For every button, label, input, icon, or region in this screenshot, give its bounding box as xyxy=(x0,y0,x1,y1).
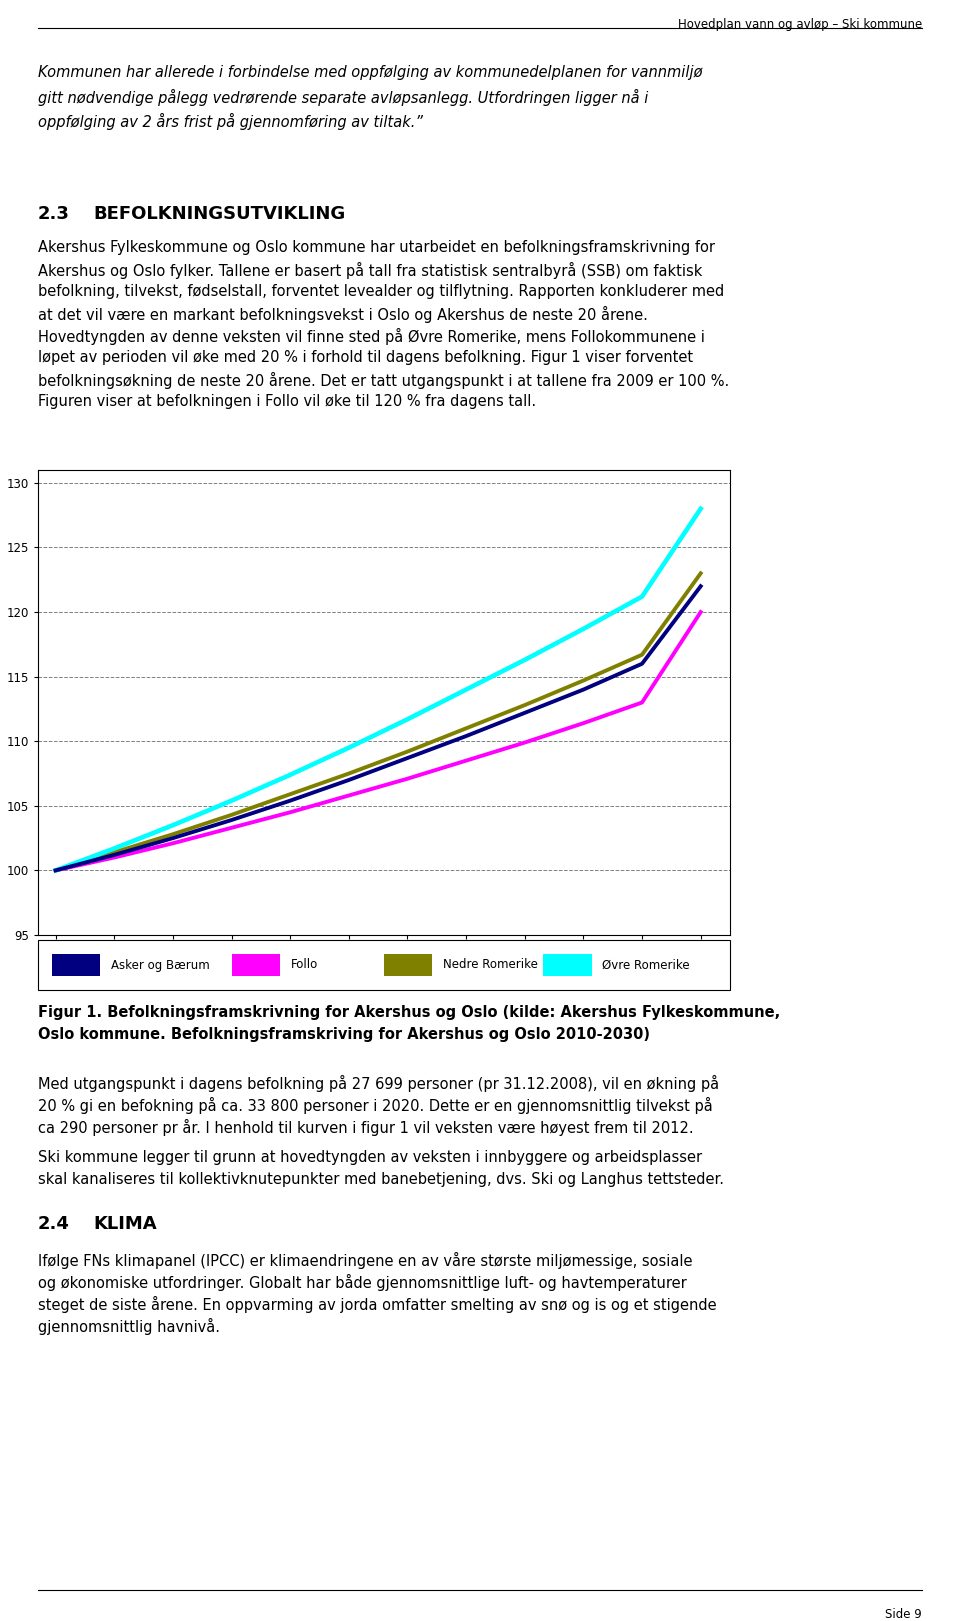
Text: Ifølge FNs klimapanel (IPCC) er klimaendringene en av våre største miljømessige,: Ifølge FNs klimapanel (IPCC) er klimaend… xyxy=(38,1251,692,1269)
Text: oppfølging av 2 års frist på gjennomføring av tiltak.”: oppfølging av 2 års frist på gjennomføri… xyxy=(38,113,423,130)
Text: Figuren viser at befolkningen i Follo vil øke til 120 % fra dagens tall.: Figuren viser at befolkningen i Follo vi… xyxy=(38,394,536,408)
Text: Akershus og Oslo fylker. Tallene er basert på tall fra statistisk sentralbyrå (S: Akershus og Oslo fylker. Tallene er base… xyxy=(38,263,703,279)
Text: 2.3: 2.3 xyxy=(38,204,70,224)
Text: Asker og Bærum: Asker og Bærum xyxy=(110,958,209,971)
Text: Akershus Fylkeskommune og Oslo kommune har utarbeidet en befolkningsframskrivnin: Akershus Fylkeskommune og Oslo kommune h… xyxy=(38,240,715,254)
Text: Hovedtyngden av denne veksten vil finne sted på Øvre Romerike, mens Follokommune: Hovedtyngden av denne veksten vil finne … xyxy=(38,327,705,345)
Text: skal kanaliseres til kollektivknutepunkter med banebetjening, dvs. Ski og Langhu: skal kanaliseres til kollektivknutepunkt… xyxy=(38,1172,724,1187)
Text: 2.4: 2.4 xyxy=(38,1216,70,1234)
Text: befolkningsøkning de neste 20 årene. Det er tatt utgangspunkt i at tallene fra 2: befolkningsøkning de neste 20 årene. Det… xyxy=(38,371,730,389)
Text: Nedre Romerike: Nedre Romerike xyxy=(443,958,538,971)
Text: Med utgangspunkt i dagens befolkning på 27 699 personer (pr 31.12.2008), vil en : Med utgangspunkt i dagens befolkning på … xyxy=(38,1075,719,1093)
Text: befolkning, tilvekst, fødselstall, forventet levealder og tilflytning. Rapporten: befolkning, tilvekst, fødselstall, forve… xyxy=(38,284,724,298)
Text: at det vil være en markant befolkningsvekst i Oslo og Akershus de neste 20 årene: at det vil være en markant befolkningsve… xyxy=(38,306,648,323)
Text: og økonomiske utfordringer. Globalt har både gjennomsnittlige luft- og havtemper: og økonomiske utfordringer. Globalt har … xyxy=(38,1274,686,1290)
Bar xyxy=(231,955,280,976)
Text: Figur 1. Befolkningsframskrivning for Akershus og Oslo (kilde: Akershus Fylkesko: Figur 1. Befolkningsframskrivning for Ak… xyxy=(38,1005,780,1020)
Bar xyxy=(52,955,100,976)
Text: Follo: Follo xyxy=(291,958,318,971)
Text: 20 % gi en befokning på ca. 33 800 personer i 2020. Dette er en gjennomsnittlig : 20 % gi en befokning på ca. 33 800 perso… xyxy=(38,1097,712,1114)
FancyBboxPatch shape xyxy=(38,940,730,990)
Text: Oslo kommune. Befolkningsframskriving for Akershus og Oslo 2010-2030): Oslo kommune. Befolkningsframskriving fo… xyxy=(38,1028,650,1042)
Text: løpet av perioden vil øke med 20 % i forhold til dagens befolkning. Figur 1 vise: løpet av perioden vil øke med 20 % i for… xyxy=(38,350,693,365)
Text: steget de siste årene. En oppvarming av jorda omfatter smelting av snø og is og : steget de siste årene. En oppvarming av … xyxy=(38,1297,716,1313)
Text: ca 290 personer pr år. I henhold til kurven i figur 1 vil veksten være høyest fr: ca 290 personer pr år. I henhold til kur… xyxy=(38,1118,694,1136)
Text: BEFOLKNINGSUTVIKLING: BEFOLKNINGSUTVIKLING xyxy=(93,204,346,224)
Bar xyxy=(384,955,432,976)
Text: Ski kommune legger til grunn at hovedtyngden av veksten i innbyggere og arbeidsp: Ski kommune legger til grunn at hovedtyn… xyxy=(38,1149,702,1165)
Text: Side 9: Side 9 xyxy=(885,1608,922,1621)
Bar xyxy=(543,955,591,976)
Text: gjennomsnittlig havnivå.: gjennomsnittlig havnivå. xyxy=(38,1318,220,1336)
Text: KLIMA: KLIMA xyxy=(93,1216,156,1234)
Text: Kommunen har allerede i forbindelse med oppfølging av kommunedelplanen for vannm: Kommunen har allerede i forbindelse med … xyxy=(38,65,703,79)
Text: Øvre Romerike: Øvre Romerike xyxy=(602,958,689,971)
Text: Hovedplan vann og avløp – Ski kommune: Hovedplan vann og avløp – Ski kommune xyxy=(678,18,922,31)
Text: gitt nødvendige pålegg vedrørende separate avløpsanlegg. Utfordringen ligger nå : gitt nødvendige pålegg vedrørende separa… xyxy=(38,89,648,105)
